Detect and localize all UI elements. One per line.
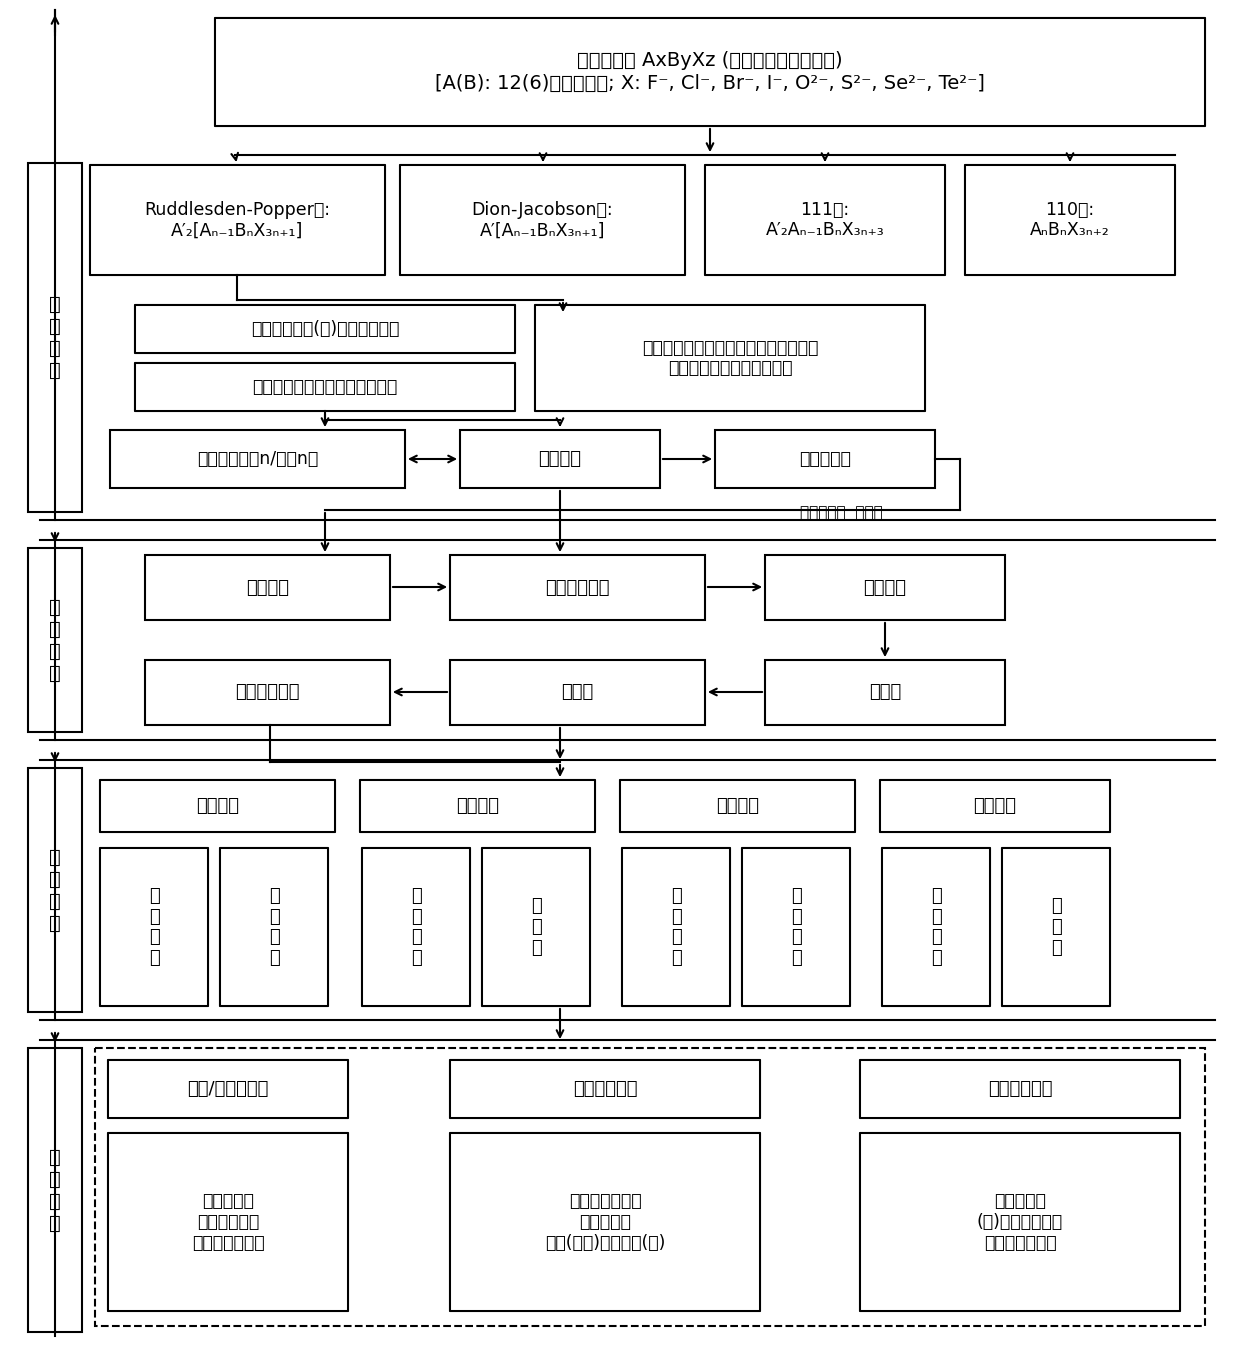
Text: 元素筛选：无(低)毒、稳定价态: 元素筛选：无(低)毒、稳定价态 bbox=[250, 320, 399, 338]
Text: 结
果
分
析: 结 果 分 析 bbox=[50, 848, 61, 933]
Text: Dion-Jacobson型:
A′[Aₙ₋₁BₙX₃ₙ₊₁]: Dion-Jacobson型: A′[Aₙ₋₁BₙX₃ₙ₊₁] bbox=[471, 201, 614, 240]
FancyBboxPatch shape bbox=[145, 555, 391, 621]
FancyBboxPatch shape bbox=[110, 429, 405, 489]
FancyBboxPatch shape bbox=[882, 848, 990, 1005]
Text: 态
密
度: 态 密 度 bbox=[531, 898, 542, 957]
Text: 键
长
键
角: 键 长 键 角 bbox=[269, 887, 279, 968]
Text: 合适的带隙
光吸收系数大
载流子迁移率高: 合适的带隙 光吸收系数大 载流子迁移率高 bbox=[192, 1193, 264, 1252]
Text: 输运性质: 输运性质 bbox=[973, 797, 1017, 814]
Text: 111型:
A′₂Aₙ₋₁BₙX₃ₙ₊₃: 111型: A′₂Aₙ₋₁BₙX₃ₙ₊₃ bbox=[765, 201, 884, 240]
FancyBboxPatch shape bbox=[108, 1061, 348, 1119]
Text: 二维钙钛矿 AxByXz (不同结构和化学配比)
[A(B): 12(6)配位阳离子; X: F⁻, Cl⁻, Br⁻, I⁻, O²⁻, S²⁻, Se²⁻,: 二维钙钛矿 AxByXz (不同结构和化学配比) [A(B): 12(6)配位阳… bbox=[435, 51, 985, 93]
FancyBboxPatch shape bbox=[29, 548, 82, 732]
FancyBboxPatch shape bbox=[360, 779, 595, 832]
FancyBboxPatch shape bbox=[880, 779, 1110, 832]
FancyBboxPatch shape bbox=[100, 848, 208, 1005]
Text: 纳米光电器件: 纳米光电器件 bbox=[988, 1079, 1053, 1098]
Text: 模
型
构
建: 模 型 构 建 bbox=[50, 295, 61, 380]
FancyBboxPatch shape bbox=[29, 1049, 82, 1333]
Text: 合适的直接带隙
出光效率高
电子(空穴)迁移率高(低): 合适的直接带隙 出光效率高 电子(空穴)迁移率高(低) bbox=[544, 1193, 665, 1252]
Text: 介
电
函
数: 介 电 函 数 bbox=[791, 887, 801, 968]
FancyBboxPatch shape bbox=[91, 166, 384, 275]
FancyBboxPatch shape bbox=[219, 848, 329, 1005]
FancyBboxPatch shape bbox=[29, 163, 82, 511]
FancyBboxPatch shape bbox=[765, 555, 1004, 621]
FancyBboxPatch shape bbox=[450, 1133, 760, 1311]
FancyBboxPatch shape bbox=[460, 429, 660, 489]
FancyBboxPatch shape bbox=[1002, 848, 1110, 1005]
FancyBboxPatch shape bbox=[482, 848, 590, 1005]
Text: 吸
收
光
谱: 吸 收 光 谱 bbox=[671, 887, 681, 968]
FancyBboxPatch shape bbox=[108, 1133, 348, 1311]
Text: Ruddlesden-Popper型:
A′₂[Aₙ₋₁BₙX₃ₙ₊₁]: Ruddlesden-Popper型: A′₂[Aₙ₋₁BₙX₃ₙ₊₁] bbox=[145, 201, 331, 240]
Text: 态密度: 态密度 bbox=[869, 684, 901, 701]
Text: 结构优化: 结构优化 bbox=[246, 579, 289, 596]
Text: 有
效
质
量: 有 效 质 量 bbox=[931, 887, 941, 968]
FancyBboxPatch shape bbox=[450, 660, 706, 725]
Text: 构建少层（同n/不同n）: 构建少层（同n/不同n） bbox=[197, 450, 319, 468]
Text: 晶
格
常
数: 晶 格 常 数 bbox=[149, 887, 160, 968]
FancyBboxPatch shape bbox=[622, 848, 730, 1005]
Text: 110型:
AₙBₙX₃ₙ₊₂: 110型: AₙBₙX₃ₙ₊₂ bbox=[1030, 201, 1110, 240]
Text: 光吸收: 光吸收 bbox=[562, 684, 594, 701]
Text: 光学性质: 光学性质 bbox=[715, 797, 759, 814]
Text: 固态发光器件: 固态发光器件 bbox=[573, 1079, 637, 1098]
Text: 合适的带隙
(准)线性电子色散
载流子迁移率高: 合适的带隙 (准)线性电子色散 载流子迁移率高 bbox=[977, 1193, 1063, 1252]
FancyBboxPatch shape bbox=[620, 779, 856, 832]
FancyBboxPatch shape bbox=[450, 555, 706, 621]
FancyBboxPatch shape bbox=[965, 166, 1176, 275]
Text: 迁
移
率: 迁 移 率 bbox=[1050, 898, 1061, 957]
FancyBboxPatch shape bbox=[362, 848, 470, 1005]
FancyBboxPatch shape bbox=[135, 306, 515, 353]
FancyBboxPatch shape bbox=[215, 17, 1205, 127]
FancyBboxPatch shape bbox=[706, 166, 945, 275]
FancyBboxPatch shape bbox=[145, 660, 391, 725]
FancyBboxPatch shape bbox=[100, 779, 335, 832]
Text: 稳定性计算  形成能: 稳定性计算 形成能 bbox=[800, 505, 883, 520]
FancyBboxPatch shape bbox=[742, 848, 849, 1005]
Text: 单层结构: 单层结构 bbox=[538, 450, 582, 468]
Text: 载流子迁移率: 载流子迁移率 bbox=[236, 684, 300, 701]
Text: 成
果
提
炼: 成 果 提 炼 bbox=[50, 1148, 61, 1233]
Text: 离子工程：置换、合金化、劈裂: 离子工程：置换、合金化、劈裂 bbox=[253, 378, 398, 396]
Text: 能带结构: 能带结构 bbox=[863, 579, 906, 596]
Text: 光伏/光探测器件: 光伏/光探测器件 bbox=[187, 1079, 269, 1098]
FancyBboxPatch shape bbox=[95, 1049, 1205, 1326]
FancyBboxPatch shape bbox=[450, 1061, 760, 1119]
FancyBboxPatch shape bbox=[861, 1133, 1180, 1311]
FancyBboxPatch shape bbox=[135, 363, 515, 411]
FancyBboxPatch shape bbox=[534, 306, 925, 411]
Text: 构建异质结: 构建异质结 bbox=[799, 450, 851, 468]
Text: 静态自洽计算: 静态自洽计算 bbox=[546, 579, 610, 596]
FancyBboxPatch shape bbox=[715, 429, 935, 489]
Text: 稳定性计算：容忍因子、八面体因子、
形成能、结合能、力学稳定: 稳定性计算：容忍因子、八面体因子、 形成能、结合能、力学稳定 bbox=[642, 339, 818, 377]
FancyBboxPatch shape bbox=[765, 660, 1004, 725]
Text: 能
带
结
构: 能 带 结 构 bbox=[410, 887, 422, 968]
FancyBboxPatch shape bbox=[401, 166, 684, 275]
FancyBboxPatch shape bbox=[29, 769, 82, 1012]
Text: 理
论
计
算: 理 论 计 算 bbox=[50, 598, 61, 682]
Text: 结构特性: 结构特性 bbox=[196, 797, 239, 814]
FancyBboxPatch shape bbox=[861, 1061, 1180, 1119]
Text: 电子性质: 电子性质 bbox=[456, 797, 498, 814]
